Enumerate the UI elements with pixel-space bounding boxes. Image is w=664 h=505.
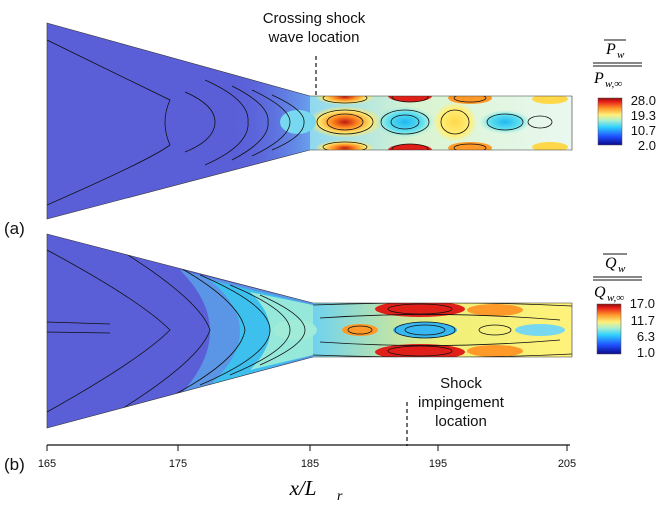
shock-impingement-label-line3: location	[435, 413, 487, 430]
colorbar-a-tick-1: 19.3	[631, 108, 656, 123]
x-axis-label: x/L	[289, 476, 317, 500]
colorbar-b-den-sub: w,∞	[607, 292, 624, 304]
colorbar-a-label: P w P w,∞	[593, 39, 642, 90]
colorbar-b-num-symbol: Q	[605, 255, 617, 272]
colorbar-a-tick-2: 10.7	[631, 123, 656, 138]
colorbar-a-num-symbol: P	[605, 41, 616, 58]
panel-a-tag: (a)	[4, 219, 25, 238]
x-axis: 165 175 185 195 205 x/L r	[38, 444, 576, 504]
colorbar-a-tick-0: 28.0	[631, 93, 656, 108]
colorbar-a-den-symbol: P	[593, 70, 604, 87]
crossing-shock-label-line2: wave location	[268, 29, 360, 46]
shock-impingement-label-line2: impingement	[418, 394, 505, 411]
x-tick-165: 165	[38, 458, 56, 470]
colorbar-a-tick-3: 2.0	[638, 138, 656, 153]
colorbar-b: Q w Q w,∞ 17.0 11.7 6.3 1.0	[593, 253, 655, 360]
x-axis-label-sub: r	[337, 489, 343, 504]
colorbar-b-label: Q w Q w,∞	[593, 253, 642, 304]
crossing-shock-label-line1: Crossing shock	[263, 10, 366, 27]
x-tick-205: 205	[558, 458, 576, 470]
x-tick-185: 185	[301, 458, 319, 470]
shock-impingement-label-line1: Shock	[440, 375, 482, 392]
x-tick-175: 175	[169, 458, 187, 470]
x-tick-195: 195	[429, 458, 447, 470]
colorbar-b-den-symbol: Q	[594, 284, 606, 301]
panel-b-tag: (b)	[4, 455, 25, 474]
colorbar-a: P w P w,∞ 28.0 19.3 10.7 2.0	[593, 39, 656, 153]
colorbar-b-tick-1: 11.7	[631, 313, 655, 328]
colorbar-a-num-sub: w	[617, 49, 625, 61]
colorbar-a-den-sub: w,∞	[605, 78, 622, 90]
panel-b-contour	[46, 233, 573, 429]
colorbar-b-tick-2: 6.3	[637, 329, 655, 344]
colorbar-b-tick-3: 1.0	[637, 345, 655, 360]
colorbar-b-num-sub: w	[618, 263, 626, 275]
panel-a-contour	[46, 22, 573, 220]
colorbar-b-tick-0: 17.0	[630, 296, 655, 311]
